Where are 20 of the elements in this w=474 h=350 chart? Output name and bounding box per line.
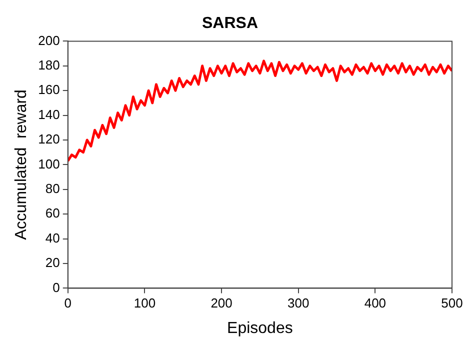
y-tick-label: 0 [52,280,60,295]
y-tick-label: 100 [38,156,60,172]
y-tick-label: 200 [38,32,60,48]
y-tick-label: 180 [38,57,60,72]
x-tick-label: 0 [64,296,72,311]
x-tick-label: 500 [441,296,463,311]
x-tick-label: 200 [210,296,232,311]
y-tick-label: 60 [45,206,60,221]
y-tick-label: 120 [38,132,60,147]
y-tick-label: 20 [45,255,60,270]
x-tick-label: 400 [364,296,386,311]
chart-title: SARSA [202,15,258,32]
y-tick-label: 140 [38,106,60,122]
y-tick-label: 80 [45,180,60,196]
y-axis-title: Accumulated reward [13,90,30,240]
x-tick-label: 300 [288,296,310,311]
y-tick-label: 160 [38,82,60,98]
y-tick-label: 40 [45,230,60,246]
x-axis-title: Episodes [227,320,293,337]
x-tick-label: 100 [134,296,156,311]
